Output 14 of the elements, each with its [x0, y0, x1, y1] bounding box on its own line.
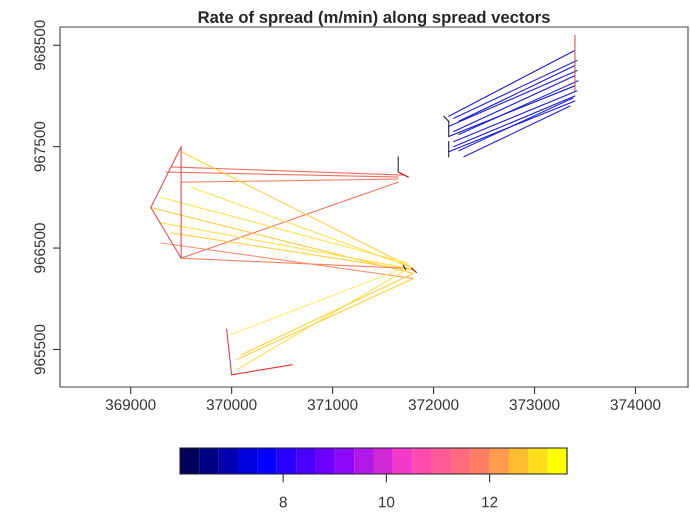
x-tick-label: 373000 — [510, 399, 560, 410]
color-bar-label: 8 — [280, 496, 287, 508]
y-tick-label: 968500 — [34, 20, 46, 70]
x-tick-label: 372000 — [408, 399, 458, 410]
y-tick-label: 965500 — [34, 324, 46, 374]
color-bar-label: 12 — [482, 496, 498, 508]
y-tick-label: 966500 — [34, 223, 46, 273]
color-bar-label: 10 — [379, 496, 394, 508]
x-tick-label: 369000 — [106, 399, 156, 410]
chart-title: Rate of spread (m/min) along spread vectors — [198, 10, 550, 26]
x-tick-label: 370000 — [206, 399, 257, 410]
y-tick-label: 967500 — [34, 122, 46, 172]
x-tick-label: 371000 — [308, 399, 358, 410]
x-tick-label: 374000 — [610, 399, 660, 410]
